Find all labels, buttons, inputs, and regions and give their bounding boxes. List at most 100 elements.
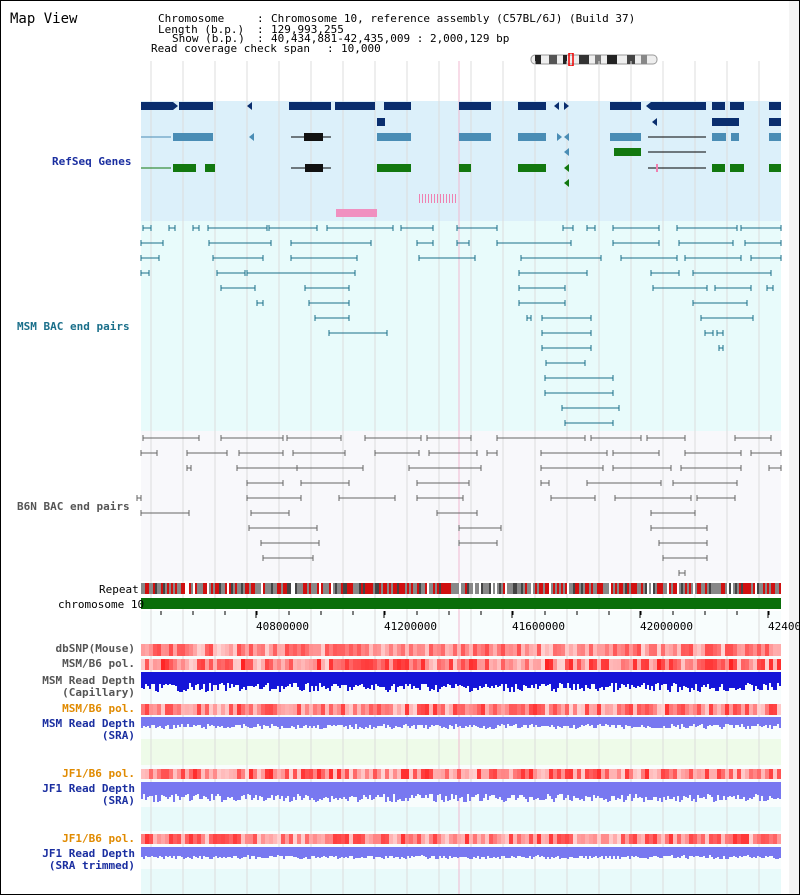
depth-bar bbox=[219, 847, 221, 857]
depth-bar bbox=[609, 847, 611, 856]
depth-bar bbox=[625, 672, 627, 687]
depth-bar bbox=[683, 717, 685, 727]
depth-bar bbox=[291, 847, 293, 856]
gene-strand-arrow bbox=[652, 118, 657, 126]
heat-cell bbox=[349, 659, 353, 670]
depth-bar bbox=[243, 782, 245, 795]
heat-cell bbox=[329, 834, 333, 844]
depth-bar bbox=[605, 782, 607, 799]
depth-bar bbox=[173, 672, 175, 685]
repeat-mark bbox=[313, 583, 315, 594]
heat-cell bbox=[393, 659, 397, 670]
heat-cell bbox=[257, 644, 261, 656]
heat-cell bbox=[633, 704, 637, 715]
depth-bar bbox=[221, 672, 223, 683]
depth-bar bbox=[499, 672, 501, 686]
heat-cell bbox=[769, 769, 773, 779]
depth-bar bbox=[243, 717, 245, 724]
heat-cell bbox=[705, 834, 709, 844]
depth-bar bbox=[387, 782, 389, 797]
depth-bar bbox=[617, 672, 619, 690]
heat-cell bbox=[413, 644, 417, 656]
depth-bar bbox=[377, 717, 379, 726]
ruler-tick-label: 42000000 bbox=[640, 620, 693, 633]
heat-cell bbox=[285, 769, 289, 779]
depth-bar bbox=[425, 847, 427, 857]
depth-bar bbox=[733, 847, 735, 856]
depth-bar bbox=[581, 672, 583, 688]
depth-bar bbox=[173, 782, 175, 802]
heat-cell bbox=[733, 834, 737, 844]
depth-bar bbox=[245, 672, 247, 690]
depth-bar bbox=[513, 672, 515, 692]
depth-bar bbox=[473, 672, 475, 688]
heat-cell bbox=[697, 834, 701, 844]
repeat-mark bbox=[647, 583, 649, 594]
depth-bar bbox=[575, 672, 577, 690]
heat-cell bbox=[273, 644, 277, 656]
depth-bar bbox=[735, 672, 737, 690]
depth-bar bbox=[177, 847, 179, 856]
depth-bar bbox=[665, 717, 667, 728]
depth-bar bbox=[459, 782, 461, 798]
heat-cell bbox=[269, 769, 273, 779]
heat-cell bbox=[409, 644, 413, 656]
depth-bar bbox=[699, 782, 701, 798]
depth-bar bbox=[597, 782, 599, 796]
heat-cell bbox=[773, 769, 777, 779]
depth-bar bbox=[727, 717, 729, 724]
heat-cell bbox=[433, 769, 437, 779]
heat-cell bbox=[293, 704, 297, 715]
heat-cell bbox=[749, 659, 753, 670]
repeat-mark bbox=[445, 583, 447, 594]
repeat-mark bbox=[639, 583, 641, 594]
chromosome-ideogram[interactable] bbox=[529, 53, 661, 66]
depth-bar bbox=[311, 782, 313, 798]
heat-cell bbox=[617, 644, 621, 656]
refseq-track-label[interactable]: RefSeq Genes bbox=[52, 155, 132, 168]
heat-cell bbox=[589, 659, 593, 670]
repeat-mark bbox=[423, 583, 425, 594]
heat-cell bbox=[305, 769, 309, 779]
depth-bar bbox=[273, 782, 275, 800]
heat-cell bbox=[221, 704, 225, 715]
depth-bar bbox=[375, 672, 377, 684]
depth-bar bbox=[147, 847, 149, 857]
heat-cell bbox=[493, 769, 497, 779]
depth-bar bbox=[741, 672, 743, 690]
depth-bar bbox=[349, 672, 351, 687]
heat-cell bbox=[197, 704, 201, 715]
heat-cell bbox=[637, 644, 641, 656]
depth-bar bbox=[639, 782, 641, 797]
depth-bar bbox=[321, 717, 323, 729]
depth-bar bbox=[163, 847, 165, 859]
depth-bar bbox=[649, 717, 651, 727]
heat-cell bbox=[333, 769, 337, 779]
depth-bar bbox=[299, 717, 301, 728]
depth-bar bbox=[571, 782, 573, 801]
repeat-mark bbox=[503, 583, 505, 594]
heat-cell bbox=[261, 769, 265, 779]
depth-bar bbox=[297, 847, 299, 858]
heat-cell bbox=[345, 704, 349, 715]
heat-cell bbox=[693, 659, 697, 670]
depth-bar bbox=[609, 672, 611, 686]
heat-cell bbox=[653, 644, 657, 656]
depth-bar bbox=[691, 717, 693, 726]
b6n-bac-track-label[interactable]: B6N BAC end pairs bbox=[17, 500, 130, 513]
depth-bar bbox=[767, 717, 769, 728]
repeat-mark bbox=[481, 583, 483, 594]
depth-bar bbox=[673, 782, 675, 797]
depth-bar bbox=[627, 717, 629, 726]
heat-cell bbox=[149, 704, 153, 715]
repeat-mark bbox=[211, 583, 213, 594]
depth-bar bbox=[371, 847, 373, 856]
depth-bar bbox=[207, 782, 209, 799]
gene-exon bbox=[459, 102, 491, 110]
depth-bar bbox=[633, 847, 635, 857]
depth-bar bbox=[603, 847, 605, 859]
msm-bac-track-label[interactable]: MSM BAC end pairs bbox=[17, 320, 130, 333]
depth-bar bbox=[291, 717, 293, 726]
depth-bar bbox=[617, 717, 619, 725]
